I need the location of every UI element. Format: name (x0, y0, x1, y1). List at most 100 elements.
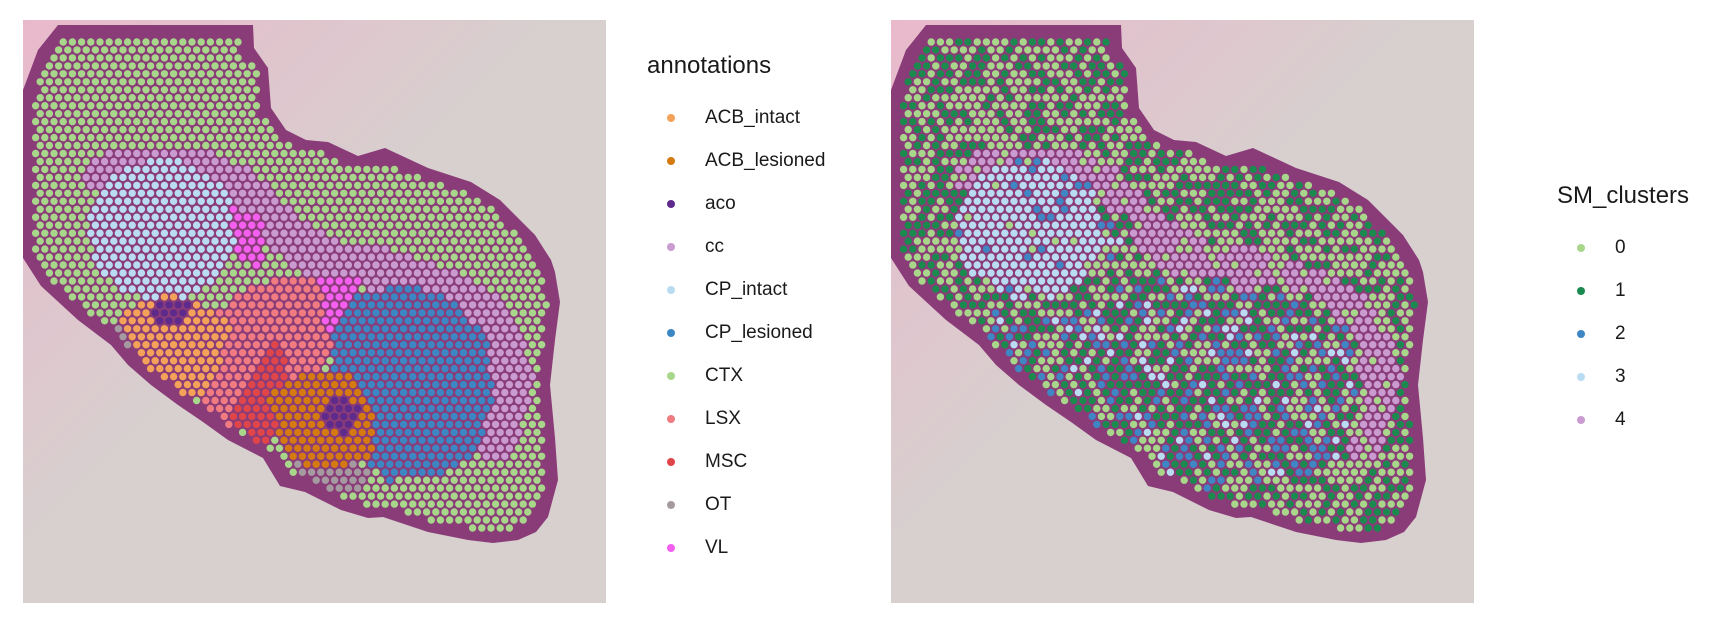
annotation-spot (165, 94, 173, 102)
cluster-legend-item: 3 (1557, 355, 1689, 398)
cluster-spot (1001, 197, 1009, 205)
cluster-spot (1152, 285, 1161, 293)
annotation-spot (197, 309, 205, 317)
annotation-spot (381, 261, 389, 269)
cluster-spot (1129, 341, 1138, 349)
cluster-spot (1286, 404, 1294, 413)
annotation-spot (326, 404, 334, 413)
annotation-spot (468, 396, 477, 405)
annotation-spot (289, 372, 297, 381)
annotation-spot (340, 460, 348, 468)
annotation-spot (133, 325, 141, 333)
cluster-spot (1185, 468, 1193, 476)
cluster-spot (1005, 301, 1014, 309)
annotation-spot (478, 444, 486, 452)
cluster-spot (1060, 301, 1069, 309)
cluster-spot (1212, 436, 1221, 444)
cluster-spot (1198, 428, 1207, 437)
cluster-spot (1323, 293, 1331, 301)
annotation-spot (248, 62, 256, 70)
cluster-spot (1005, 62, 1014, 70)
cluster-spot (1116, 94, 1124, 102)
cluster-spot (1047, 54, 1055, 62)
annotation-spot (326, 277, 334, 285)
cluster-spot (1281, 492, 1290, 500)
annotation-spot (533, 364, 541, 373)
cluster-spot (1231, 309, 1239, 317)
annotation-spot (432, 333, 440, 341)
annotation-spot (478, 476, 486, 484)
annotation-spot (298, 197, 307, 205)
cluster-spot (927, 86, 935, 94)
cluster-spot (1028, 70, 1037, 78)
cluster-spot (1175, 197, 1184, 205)
cluster-spot (1231, 213, 1239, 221)
cluster-spot (1180, 237, 1188, 245)
cluster-spot (1217, 476, 1225, 484)
annotation-spot (381, 372, 389, 381)
cluster-spot (1180, 349, 1188, 357)
annotation-spot (390, 420, 399, 429)
cluster-spot (1005, 253, 1014, 261)
annotation-spot (215, 70, 224, 78)
annotation-spot (413, 349, 422, 357)
cluster-spot (1281, 396, 1290, 405)
annotation-spot (326, 325, 334, 333)
cluster-spot (1143, 269, 1152, 277)
annotation-spot (335, 309, 343, 317)
annotation-spot (160, 309, 169, 317)
annotation-spot (229, 412, 238, 421)
cluster-spot (1369, 245, 1377, 253)
cluster-spot (1070, 110, 1078, 118)
cluster-spot (1129, 277, 1138, 285)
annotation-spot (294, 460, 302, 468)
annotation-spot (436, 468, 445, 476)
cluster-spot (1166, 261, 1175, 269)
cluster-spot (918, 165, 926, 174)
annotation-spot (321, 412, 330, 421)
cluster-spot (941, 253, 949, 261)
cluster-spot (1139, 404, 1147, 413)
annotation-spot (96, 149, 104, 158)
cluster-spot (1378, 357, 1386, 365)
annotation-spot (344, 452, 353, 460)
cluster-spot (1405, 436, 1414, 444)
cluster-spot (1051, 94, 1060, 102)
cluster-spot (1148, 420, 1156, 429)
cluster-spot (1341, 420, 1349, 429)
annotation-spot (413, 476, 422, 484)
cluster-spot (1106, 189, 1115, 197)
cluster-spot (1281, 364, 1290, 373)
cluster-spot (1065, 117, 1073, 126)
annotation-spot (395, 444, 403, 452)
cluster-spot (913, 189, 922, 197)
cluster-spot (1318, 189, 1326, 197)
annotation-spot (303, 333, 311, 341)
cluster-spot (1111, 325, 1119, 333)
annotation-spot (478, 460, 486, 468)
cluster-spot (1005, 269, 1014, 277)
annotation-spot (395, 349, 403, 357)
annotation-spot (491, 404, 500, 413)
cluster-spot (1019, 54, 1027, 62)
annotation-spot (248, 237, 256, 245)
cluster-spot (1001, 117, 1009, 126)
annotation-spot (68, 213, 77, 221)
cluster-spot (1175, 165, 1184, 174)
annotation-legend-swatch (667, 113, 675, 122)
annotation-spot (73, 46, 81, 54)
annotation-spot (234, 261, 242, 269)
cluster-spot (1249, 325, 1257, 333)
cluster-spot (1309, 460, 1317, 468)
cluster-spot (1079, 317, 1087, 325)
annotation-spot (45, 62, 54, 70)
cluster-spot (987, 189, 995, 197)
annotation-spot (169, 309, 178, 317)
annotation-spot (280, 181, 288, 190)
annotation-spot (445, 500, 454, 508)
cluster-spot (918, 86, 926, 94)
annotation-spot (54, 253, 63, 261)
cluster-spot (1102, 133, 1110, 142)
annotation-spot (390, 484, 399, 492)
annotation-spot (386, 444, 394, 452)
